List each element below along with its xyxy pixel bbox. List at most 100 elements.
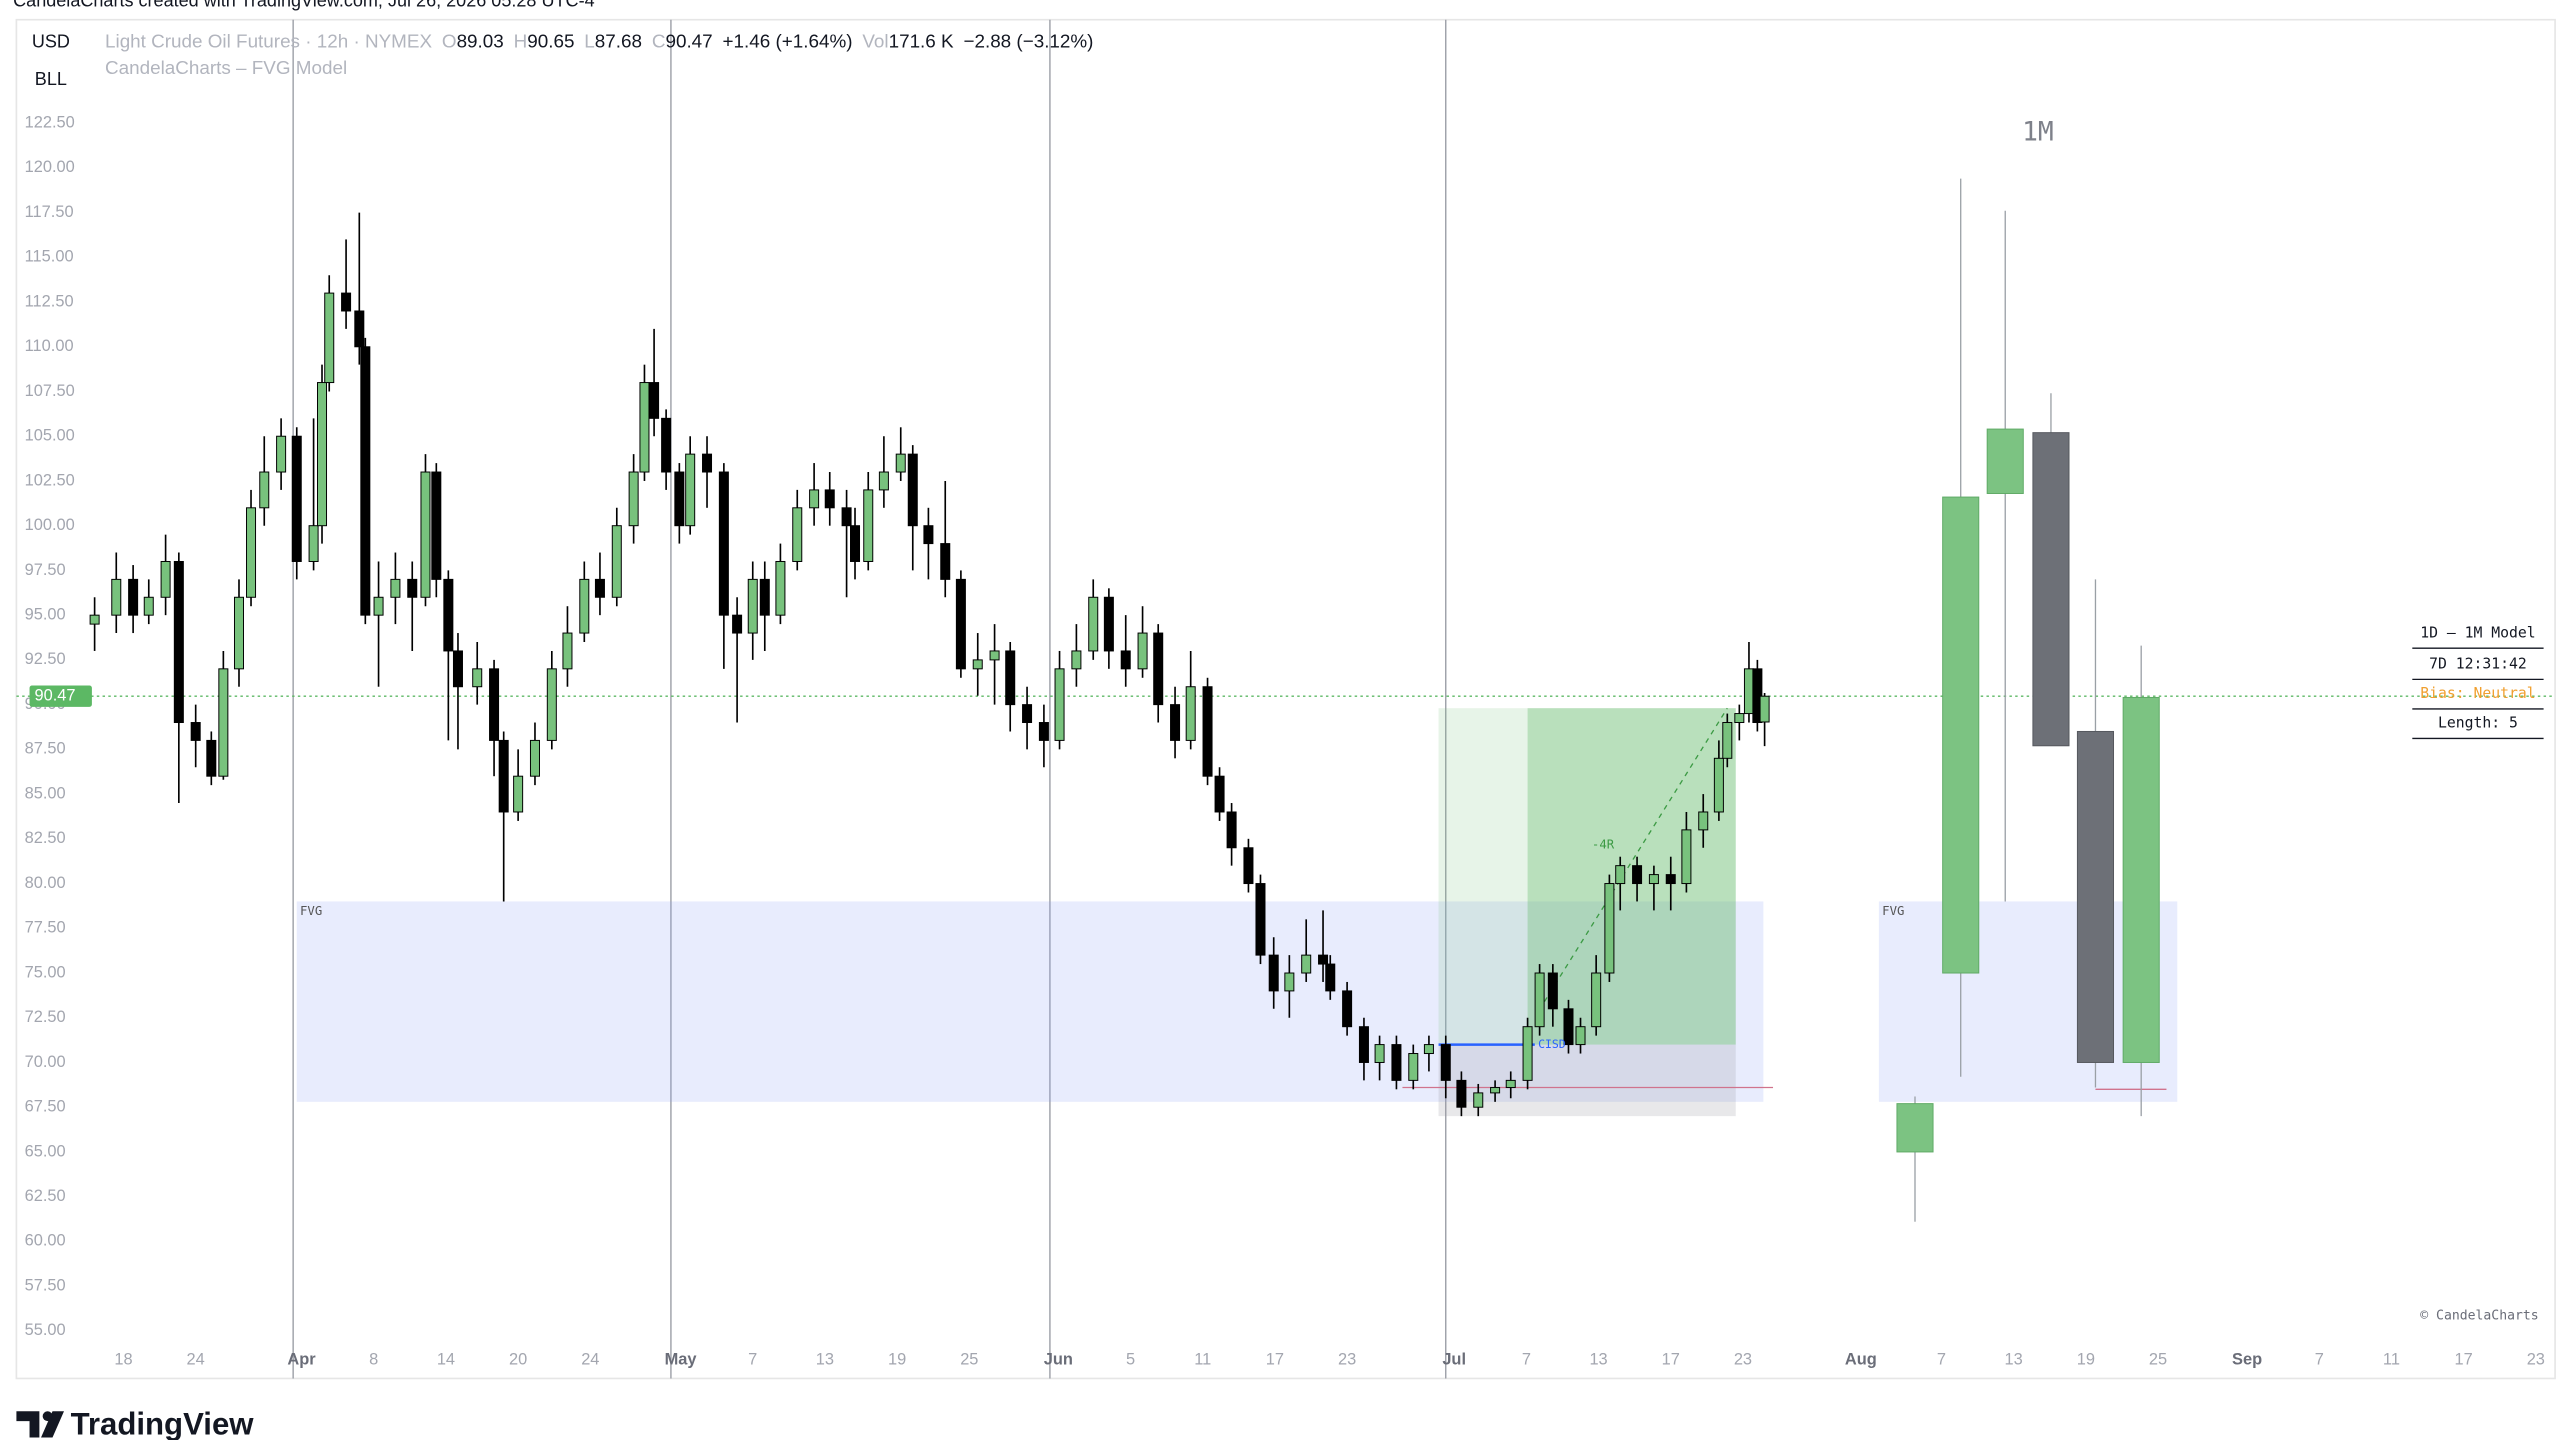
candle-body	[1071, 650, 1082, 670]
unit-button[interactable]	[21, 62, 81, 96]
candle-body	[824, 489, 835, 509]
x-tick-label: 7	[1522, 1351, 1531, 1369]
candle-body	[373, 596, 384, 616]
candle-body	[1722, 722, 1733, 759]
fvg-label: FVG	[1882, 904, 1904, 918]
tradingview-logo[interactable]: TradingView	[16, 1406, 254, 1440]
credit: CandelaCharts created with TradingView.c…	[13, 0, 595, 10]
candle-body	[472, 668, 483, 688]
htf-title: 1M	[2022, 117, 2054, 147]
target-box	[1527, 708, 1736, 1045]
candle-body	[143, 596, 154, 616]
x-tick-label: Jul	[1442, 1351, 1466, 1369]
candle-body	[923, 525, 934, 545]
high-value: 90.65	[527, 31, 574, 52]
candle-body	[718, 471, 729, 616]
change: +1.46 (+1.64%)	[723, 31, 853, 52]
candle-body	[594, 578, 605, 598]
candle-body	[233, 596, 244, 670]
open-label: O	[442, 31, 457, 52]
candle-body	[1648, 874, 1659, 885]
y-tick-label: 117.50	[25, 203, 74, 221]
volume-label: Vol	[862, 31, 888, 52]
x-tick-label: 19	[2077, 1351, 2095, 1369]
x-tick-label: 17	[1662, 1351, 1680, 1369]
y-tick-label: 120.00	[25, 158, 75, 176]
stop-box	[1438, 1044, 1736, 1117]
candle-body	[431, 471, 442, 580]
candle-body	[1456, 1079, 1467, 1108]
volume-value: 171.6 K	[889, 31, 954, 52]
y-tick-label: 85.00	[25, 784, 66, 802]
candle-body	[89, 614, 100, 625]
y-tick-label: 92.50	[25, 650, 66, 668]
candle-body	[317, 382, 328, 527]
candle-body	[1103, 596, 1114, 652]
y-tick-label: 55.00	[25, 1321, 66, 1339]
x-tick-label: 11	[2383, 1351, 2400, 1369]
currency-button[interactable]	[21, 24, 81, 58]
candle-body	[1243, 847, 1254, 885]
candle-body	[246, 507, 257, 598]
y-tick-label: 95.00	[25, 605, 66, 623]
x-tick-label: 19	[888, 1351, 906, 1369]
y-tick-label: 105.00	[25, 427, 75, 445]
candle-body	[1120, 650, 1131, 670]
copyright: © CandelaCharts	[2420, 1309, 2538, 1324]
candle-body	[111, 578, 122, 616]
currency[interactable]: USD	[32, 31, 70, 51]
x-tick-label: 13	[816, 1351, 834, 1369]
candle-body	[1759, 695, 1770, 723]
candle-body	[513, 775, 524, 813]
candle-body	[1374, 1044, 1385, 1063]
labels: 55.00 57.50 60.00 62.50 65.00 67.50 70.00 72.50…	[25, 113, 2545, 1368]
candle-body	[562, 632, 573, 670]
candle-body	[128, 578, 139, 616]
candle-body	[276, 435, 287, 473]
candle-body	[1255, 883, 1266, 956]
candle-body	[1153, 632, 1164, 706]
candle-body	[1423, 1044, 1434, 1055]
brand[interactable]: TradingView	[71, 1406, 255, 1440]
candle-body	[324, 292, 335, 384]
close-value: 90.47	[665, 31, 712, 52]
x-tick-label: 23	[2527, 1351, 2545, 1369]
candle-body	[546, 668, 557, 741]
x-tick-label: 25	[960, 1351, 978, 1369]
candle-body	[1575, 1026, 1586, 1046]
candle-body	[579, 578, 590, 634]
candle-body	[1022, 704, 1033, 724]
candle-body	[1391, 1044, 1402, 1081]
candle-body	[972, 659, 983, 670]
candle-body	[341, 292, 352, 312]
candle-body	[863, 489, 874, 562]
candle-body	[878, 471, 889, 491]
y-tick-label: 102.50	[25, 471, 75, 489]
unit[interactable]: BLL	[35, 69, 67, 89]
x-tick-label: 17	[1266, 1351, 1284, 1369]
candle-body	[1505, 1079, 1516, 1089]
y-tick-label: 107.50	[25, 382, 75, 400]
candle-body	[1547, 972, 1558, 1010]
candle-body	[2122, 696, 2160, 1063]
candle-body	[420, 471, 431, 598]
candle-body	[661, 417, 672, 473]
candle-body	[1681, 829, 1692, 885]
info-countdown: 7D 12:31:42	[2429, 656, 2527, 673]
last-price-label: 90.47	[34, 687, 75, 705]
candle-body	[1665, 874, 1676, 885]
candle-body	[218, 668, 229, 777]
candle-body	[895, 453, 906, 473]
candle-body	[1473, 1092, 1484, 1108]
x-tick-label: Apr	[287, 1351, 316, 1369]
legend: Light Crude Oil Futures · 12h · NYMEX O89…	[105, 31, 1093, 52]
candle-body	[1534, 972, 1545, 1028]
y-tick-label: 97.50	[25, 561, 66, 579]
candle-body	[1301, 954, 1312, 974]
y-tick-label: 87.50	[25, 740, 66, 758]
candle-body	[529, 739, 540, 777]
candle-body	[841, 507, 852, 527]
y-tick-label: 70.00	[25, 1053, 66, 1071]
candle-body	[1986, 428, 2024, 494]
